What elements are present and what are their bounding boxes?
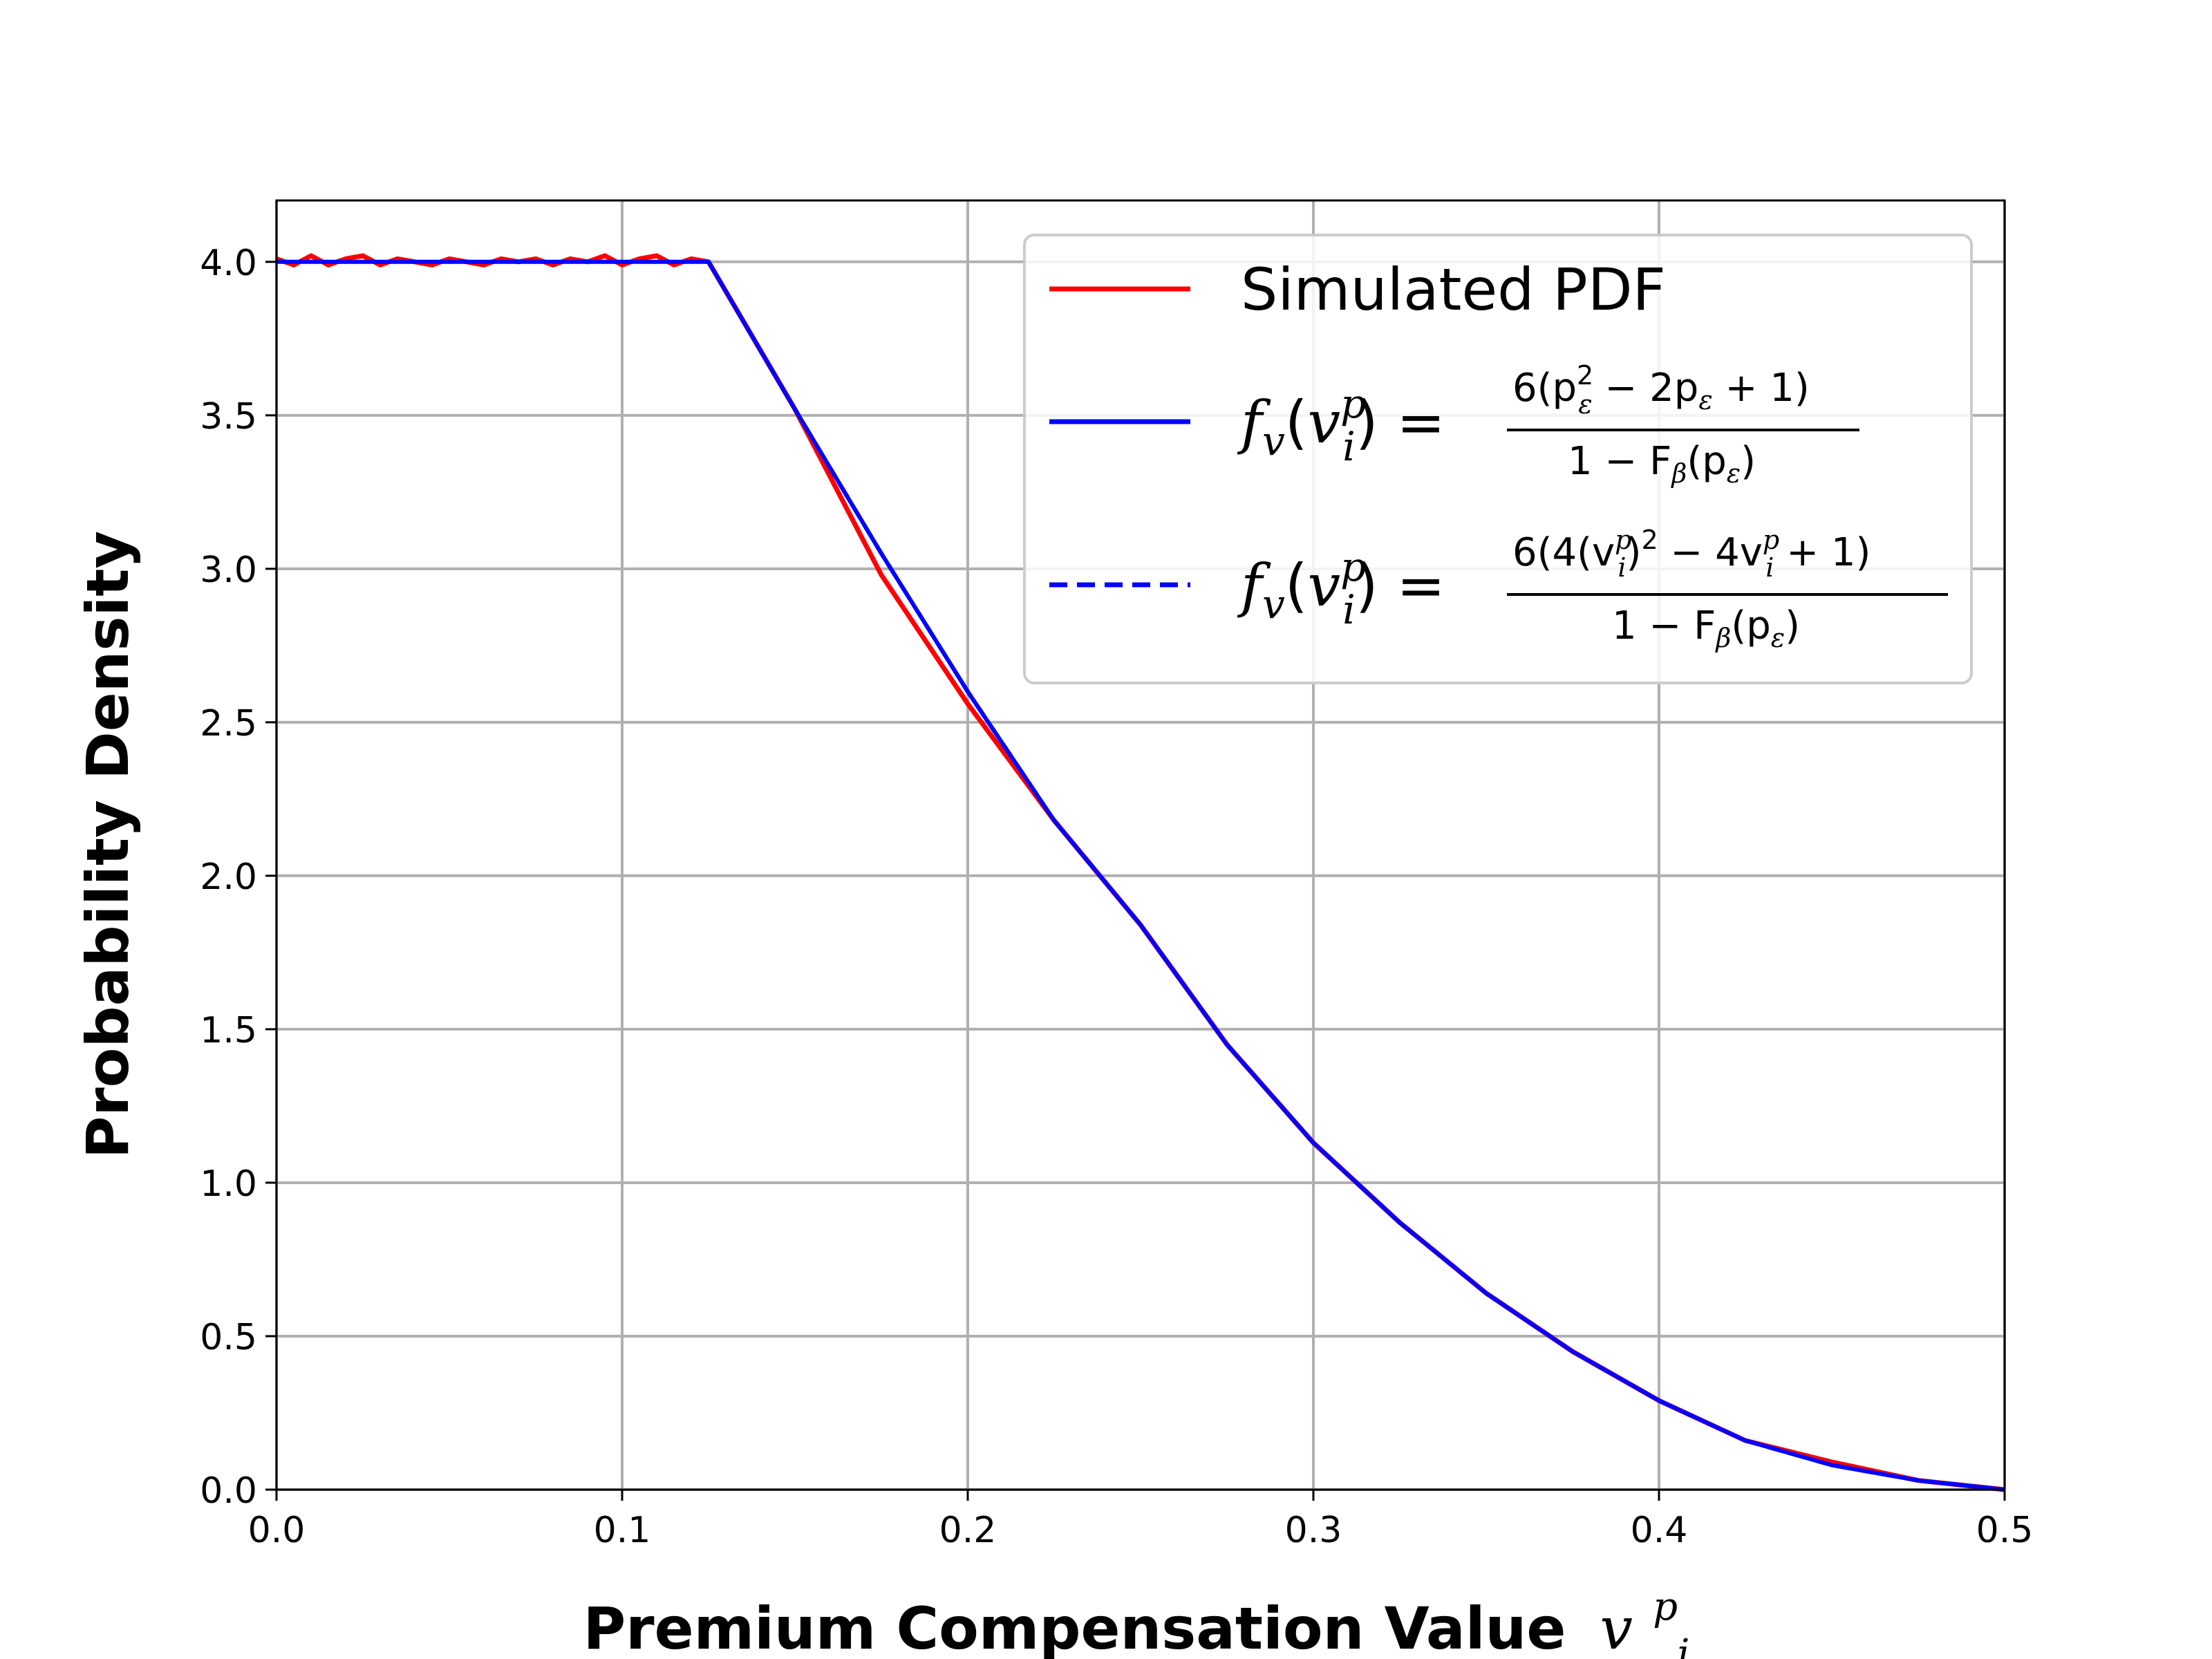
y-tick-label: 1.5: [200, 1010, 257, 1051]
legend-label-formula-1-numerator: 6(p2 ε − 2pε + 1): [1512, 360, 1810, 420]
y-tick-label: 2.0: [200, 856, 257, 898]
legend-box: [1023, 234, 1973, 684]
legend-label-formula-2-lhs: fv(vp i) =: [1237, 543, 1445, 633]
legend-label-formula-1-denominator: 1 − Fβ(pε): [1568, 439, 1756, 489]
x-tick-label: 0.4: [1631, 1510, 1688, 1551]
y-tick-label: 2.5: [200, 703, 257, 744]
x-axis-title: Premium Compensation Value v p i: [583, 1566, 1698, 1659]
y-tick-label: 3.0: [200, 550, 257, 591]
y-axis-title: Probability Density: [74, 531, 142, 1159]
y-tick-label: 4.0: [200, 243, 257, 284]
legend-label-formula-2-denominator: 1 − Fβ(pε): [1612, 603, 1800, 653]
plot-frame: [275, 199, 2006, 1491]
legend-label-simulated: Simulated PDF: [1241, 256, 1666, 324]
legend-label-formula-2-numerator: 6(4(vp i)2 − 4vp i + 1): [1512, 525, 1871, 583]
x-tick-label: 0.0: [248, 1510, 306, 1551]
x-tick-label: 0.2: [939, 1510, 997, 1551]
y-tick-label: 3.5: [200, 396, 257, 438]
legend: Simulated PDF fv(vp i) = 6(p2 ε − 2pε + 1)…: [1023, 234, 1973, 684]
x-axis-title-sup: p: [1653, 1584, 1678, 1629]
ticks: 0.0 0.1 0.2 0.3 0.4 0.5 0.0 0.5 1.0 1.5 2.0 2.5 3.0 3…: [200, 243, 2033, 1551]
y-tick-label: 1.0: [200, 1163, 257, 1205]
legend-label-formula-1-lhs: fv(vp i) =: [1237, 380, 1445, 470]
x-tick-label: 0.3: [1285, 1510, 1342, 1551]
x-tick-label: 0.5: [1976, 1510, 2034, 1551]
x-axis-title-var: v: [1600, 1595, 1633, 1659]
series-formula-2: [706, 261, 2005, 1492]
x-axis-title-sub: i: [1677, 1631, 1689, 1659]
y-tick-label: 0.5: [200, 1317, 257, 1358]
y-tick-label: 0.0: [200, 1470, 257, 1512]
x-tick-label: 0.1: [594, 1510, 651, 1551]
series-layer: [275, 253, 2005, 1492]
x-axis-title-text: Premium Compensation Value: [583, 1595, 1566, 1659]
